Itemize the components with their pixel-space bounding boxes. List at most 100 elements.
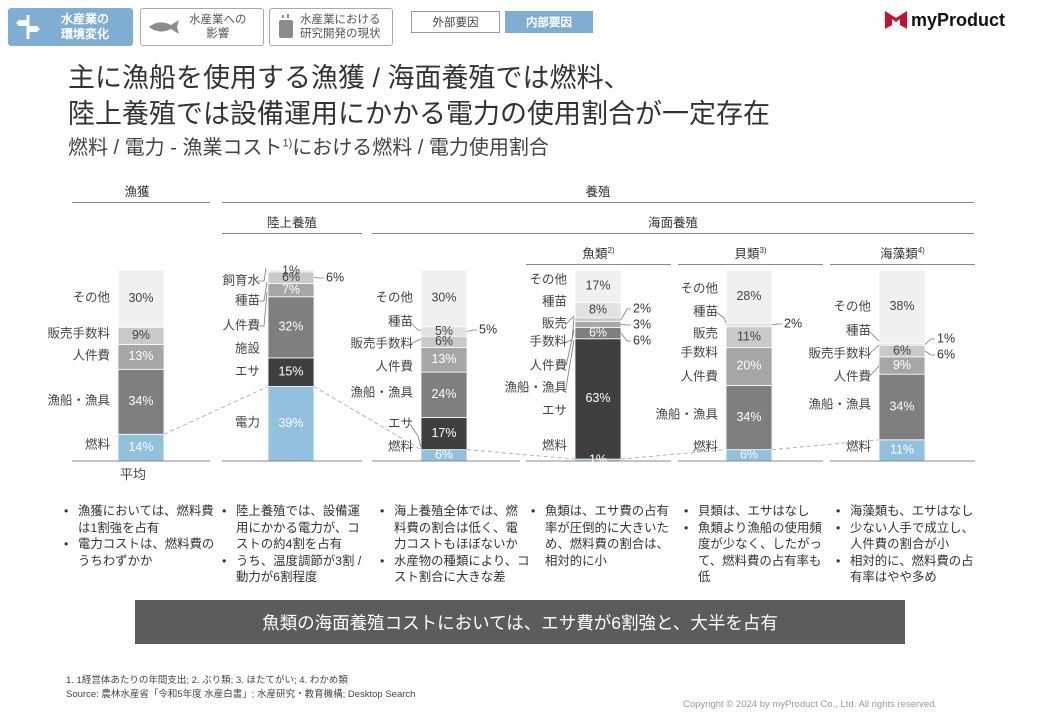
category-label: 飼育水 (222, 272, 260, 287)
key-message-banner: 魚類の海面養殖コストにおいては、エサ費が6割強と、大半を占有 (135, 600, 905, 644)
bar-value-label: 6% (633, 333, 651, 347)
leader-line (409, 423, 422, 448)
callout-line (620, 324, 631, 326)
leader-line (565, 329, 575, 367)
category-label: 種苗 (542, 294, 567, 308)
category-label: エサ (235, 364, 260, 378)
category-label: 販売 (693, 325, 718, 340)
category-label: 種苗 (235, 293, 260, 307)
callout-line (620, 308, 631, 320)
category-label: 販売手数料 (350, 335, 413, 350)
category-label: 燃料 (542, 437, 568, 452)
header-kairui: 貝類3) (734, 245, 767, 261)
bullet-item: 魚類より漁船の使用頻度が少なく、したがって、燃料費の占有率も低 (684, 520, 826, 586)
bar-value-label: 38% (889, 299, 914, 313)
bullets-gyokaku: 漁獲においては、燃料費は1割強を占有 電力コストは、燃料費のうちわずかか (64, 503, 216, 569)
bar-value-label: 11% (890, 443, 914, 457)
leader-line (258, 281, 268, 302)
bar-value-label: 1% (282, 263, 300, 277)
divider-yoshoku (222, 202, 974, 203)
header-kaimen: 海面養殖 (647, 216, 698, 230)
divider-gyorui (526, 264, 671, 265)
bar-value-label: 6% (435, 448, 453, 462)
bar-value-label: 3% (633, 317, 651, 331)
bar-value-label: 28% (736, 289, 761, 303)
page-title: 主に漁船を使用する漁獲 / 海面養殖では燃料、 陸上養殖では設備運用にかかる電力… (68, 63, 770, 129)
bar-segment (725, 384, 773, 451)
category-label: 電力 (235, 415, 260, 429)
leader-line (565, 317, 575, 343)
nav-impact-on-fisheries[interactable]: 水産業への 影響 (140, 8, 264, 46)
bar-value-label: 6% (435, 334, 453, 348)
footnote: 1. 1経営体あたりの年間支出; 2. ぶり類; 3. ほたてがい; 4. わか… (66, 675, 416, 700)
leader-line (409, 321, 421, 331)
bar-value-label: 1% (589, 452, 607, 466)
callout-line (924, 350, 935, 356)
tab-internal-factors[interactable]: 内部要因 (505, 11, 593, 33)
bar-value-label: 13% (128, 349, 153, 363)
tab-external-factors[interactable]: 外部要因 (411, 11, 500, 33)
connector-line (163, 386, 269, 435)
bar-value-label: 20% (736, 359, 761, 373)
nav-environment-change[interactable]: 水産業の 環境変化 (8, 8, 133, 46)
category-label: 漁船・漁具 (47, 393, 110, 407)
category-label: 施設 (235, 340, 261, 355)
copyright: Copyright © 2024 by myProduct Co., Ltd. … (683, 699, 938, 710)
category-label: 人件費 (680, 368, 718, 383)
bar-segment (574, 317, 622, 322)
bar-segment (725, 269, 773, 324)
category-label: 人件費 (375, 358, 413, 373)
bar-segment (725, 322, 773, 328)
callout-line (466, 329, 477, 332)
page-subtitle: 燃料 / 電力 - 漁業コスト1)における燃料 / 電力使用割合 (68, 137, 549, 159)
bar-value-label: 2% (633, 301, 651, 315)
category-label: 種苗 (388, 314, 413, 328)
bar-segment (725, 347, 773, 386)
fish-icon (149, 20, 179, 34)
bullets-kaisou: 海藻類も、エサはなし 少ない人手で成立し、人件費の割合が小 相対的に、燃料費の占… (836, 503, 982, 586)
category-label: エサ (388, 416, 413, 430)
leader-line (868, 330, 880, 342)
bar-value-label: 9% (893, 358, 911, 372)
divider-rikujo (222, 233, 362, 234)
bullet-item: 相対的に、燃料費の占有率はやや多め (836, 553, 982, 586)
bar-value-label: 9% (132, 328, 150, 342)
bar-value-label: 5% (435, 324, 453, 338)
bar-value-label: 14% (128, 440, 153, 454)
flask-icon (279, 14, 293, 38)
bar-segment (117, 368, 165, 435)
bar-segment (878, 373, 926, 441)
bullet-item: 海藻類も、エサはなし (836, 503, 982, 520)
category-label: 漁船・漁具 (504, 380, 567, 394)
bar-segment (878, 269, 926, 344)
bar-value-label: 24% (431, 387, 456, 401)
leader-line (409, 338, 422, 345)
logo-text: myProduct (911, 9, 1006, 30)
header-rikujo: 陸上養殖 (266, 216, 317, 230)
category-label: 販売手数料 (47, 325, 110, 340)
category-label: 漁船・漁具 (350, 385, 413, 399)
category-label: 人件費 (222, 317, 260, 332)
bar-value-label: 2% (784, 316, 802, 330)
bar-value-label: 6% (740, 448, 758, 462)
category-label: 燃料 (693, 438, 719, 453)
bar-value-label: 1% (937, 331, 955, 345)
header-gyorui: 魚類2) (582, 245, 615, 261)
leader-line (258, 267, 267, 282)
leader-line (565, 315, 575, 325)
nav-rd-status[interactable]: 水産業における 研究開発の現状 (269, 8, 393, 46)
bar-segment (574, 338, 622, 460)
bullets-gyorui: 魚類は、エサ費の占有率が圧倒的に大きいため、燃料費の割合は、相対的に小 (531, 503, 669, 569)
bar-value-label: 30% (128, 291, 153, 305)
bullet-item: 水産物の種類により、コスト割合に大きな差 (380, 553, 530, 586)
bullet-item: 魚類は、エサ費の占有率が圧倒的に大きいため、燃料費の割合は、相対的に小 (531, 503, 669, 569)
bullet-item: 海上養殖全体では、燃料費の割合は低く、電力コストもほぼないか (380, 503, 530, 553)
bar-value-label: 5% (479, 322, 497, 336)
bar-value-label: 7% (282, 282, 300, 296)
header-yoshoku: 養殖 (585, 185, 611, 199)
leader-line (565, 339, 575, 389)
header-gyokaku: 漁獲 (124, 185, 150, 199)
bar-value-label: 17% (585, 279, 610, 293)
bar-value-label: 6% (326, 270, 344, 284)
leader-line (868, 365, 880, 378)
